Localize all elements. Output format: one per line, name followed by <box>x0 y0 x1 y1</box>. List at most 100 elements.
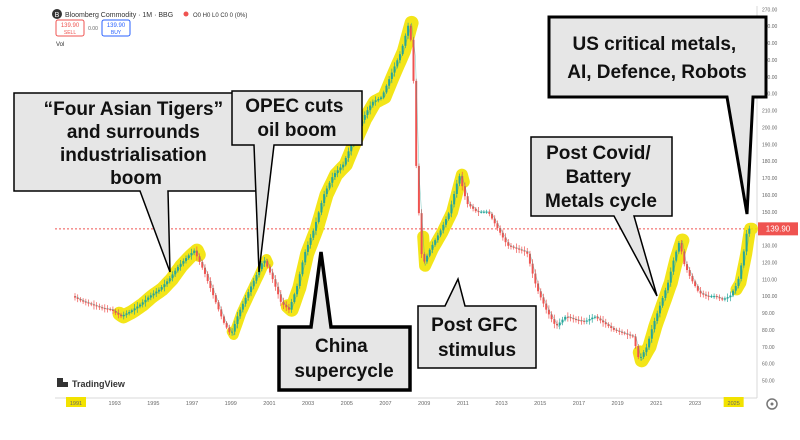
candle-body <box>222 316 225 323</box>
candle-body <box>569 317 572 319</box>
x-tick-highlight <box>66 397 86 407</box>
candle-body <box>588 319 591 321</box>
candle-body <box>610 326 613 329</box>
candle-body <box>499 228 502 233</box>
candle-body <box>604 322 607 325</box>
candle-body <box>469 204 472 207</box>
candle-body <box>675 251 678 261</box>
candle-body <box>114 311 117 313</box>
candle-body <box>547 309 550 315</box>
y-tick-label: 260.00 <box>762 24 778 30</box>
candle-body <box>648 338 651 348</box>
candle-body <box>92 304 95 306</box>
candle-body <box>344 157 347 165</box>
callout-us-line-1: US critical metals, <box>573 34 737 55</box>
candle-body <box>206 273 209 281</box>
y-tick-label: 270.00 <box>762 7 778 13</box>
sell-price: 139.90 <box>61 23 80 29</box>
candle-body <box>699 290 702 294</box>
candle-body <box>539 291 542 298</box>
candle-body <box>412 39 415 81</box>
candle-body <box>339 167 342 171</box>
buy-button[interactable]: 139.90 BUY <box>101 19 131 37</box>
candle-body <box>572 318 575 320</box>
candle-body <box>480 211 483 213</box>
candle-body <box>680 242 683 252</box>
series-line <box>74 22 751 362</box>
candle-body <box>233 323 236 332</box>
candle-body <box>209 280 212 289</box>
candle-body <box>193 250 196 253</box>
series-layer <box>74 22 751 362</box>
candle-body <box>279 294 282 302</box>
candle-body <box>631 335 634 337</box>
candle-body <box>363 114 366 120</box>
symbol-badge: B <box>55 12 60 19</box>
x-tick-highlight <box>723 397 744 407</box>
candle-body <box>482 211 485 213</box>
candle-body <box>190 252 193 256</box>
candle-body <box>268 266 271 273</box>
instrument-title[interactable]: Bloomberg Commodity · 1M · BBG <box>65 12 173 19</box>
y-tick-label: 240.00 <box>762 58 778 64</box>
candle-body <box>106 308 109 310</box>
candle-body <box>380 97 383 99</box>
candle-body <box>176 266 179 271</box>
gear-icon[interactable] <box>766 398 778 410</box>
y-tick-label: 60.00 <box>762 362 775 368</box>
candle-body <box>515 247 518 249</box>
candle-body <box>550 314 553 320</box>
candle-body <box>371 101 374 106</box>
ohlc-readout: O0 H0 L0 C0 0 (0%) <box>193 13 247 19</box>
candle-body <box>336 170 339 174</box>
candle-body <box>496 223 499 229</box>
candle-body <box>431 244 434 250</box>
x-tick-label: 2015 <box>534 401 546 407</box>
candle-body <box>252 280 255 287</box>
tradingview-brand: TradingView <box>72 379 126 389</box>
candle-body <box>401 45 404 55</box>
candle-body <box>558 322 561 326</box>
candle-body <box>704 294 707 296</box>
candle-body <box>615 329 618 331</box>
candle-body <box>182 260 185 264</box>
candle-body <box>420 213 423 255</box>
candle-body <box>166 281 169 285</box>
chart-header: B Bloomberg Commodity · 1M · BBG O0 H0 L… <box>52 9 247 48</box>
y-tick-label: 190.00 <box>762 142 778 148</box>
y-tick-label: 230.00 <box>762 75 778 81</box>
candle-body <box>220 309 223 317</box>
candle-body <box>696 286 699 291</box>
candle-body <box>125 313 128 315</box>
candle-body <box>645 347 648 353</box>
candle-body <box>147 297 150 300</box>
candle-body <box>301 262 304 275</box>
candle-body <box>518 248 521 250</box>
volume-label[interactable]: Vol <box>56 42 64 48</box>
callout-opec-line-2: oil boom <box>257 120 336 141</box>
candle-body <box>453 193 456 205</box>
y-tick-label: 100.00 <box>762 294 778 300</box>
candle-body <box>168 278 171 282</box>
sell-button[interactable]: 139.90 SELL <box>55 19 85 37</box>
candle-body <box>488 211 491 214</box>
candle-body <box>347 151 350 158</box>
candle-body <box>388 79 391 86</box>
tradingview-watermark: TradingView <box>57 378 126 389</box>
candle-body <box>574 319 577 321</box>
candle-body <box>637 346 640 358</box>
y-tick-label: 130.00 <box>762 244 778 250</box>
candle-body <box>658 305 661 314</box>
candle-body <box>509 245 512 247</box>
callout-gfc: Post GFC stimulus <box>417 276 537 369</box>
candle-body <box>317 212 320 222</box>
candle-body <box>740 265 743 279</box>
candle-body <box>377 98 380 101</box>
candle-body <box>236 316 239 324</box>
candle-body <box>195 250 198 257</box>
x-tick-label: 2023 <box>689 401 701 407</box>
callout-asian-tigers-line-3: industrialisation <box>60 145 207 166</box>
candle-body <box>593 316 596 318</box>
candle-body <box>667 282 670 291</box>
svg-text:“Four Asian Tigers” and: “Four Asian Tigers” and surrounds indust… <box>44 99 229 189</box>
